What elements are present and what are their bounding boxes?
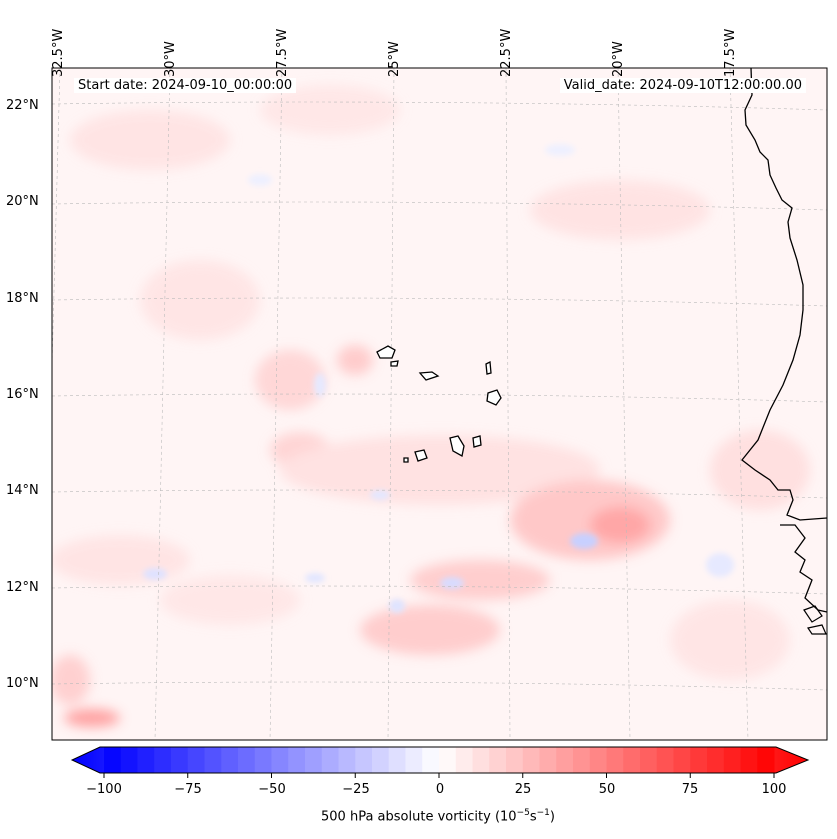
colorbar-band [171,747,189,773]
vorticity-field [52,68,827,740]
colorbar-band [489,747,507,773]
colorbar-band [321,747,339,773]
colorbar-band [271,747,289,773]
lon-label: 30°W [163,41,178,77]
colorbar-band [439,747,457,773]
lat-label: 22°N [6,98,39,113]
colorbar-band [506,747,524,773]
cape-verde-islands [376,345,502,463]
colorbar-band [757,747,775,773]
colorbar-band [589,747,607,773]
colorbar-band [305,747,323,773]
colorbar-band [539,747,557,773]
colorbar-band [556,747,574,773]
africa-coastline [741,68,827,521]
colorbar-band [154,747,172,773]
colorbar-band [723,747,741,773]
colorbar-band [104,747,122,773]
colorbar-band [355,747,373,773]
colorbar-band [455,747,473,773]
colorbar-band [623,747,641,773]
colorbar [70,746,810,778]
valid-date: Valid_date: 2024-09-10T12:00:00.00 [559,78,806,93]
bijagos-islands [803,605,827,635]
map-frame [51,67,828,741]
colorbar-tick: 0 [435,782,445,797]
colorbar-tick: −100 [86,782,122,797]
colorbar-label: 500 hPa absolute vorticity (10−5s−1) [321,808,555,825]
colorbar-band [187,747,205,773]
colorbar-band [656,747,674,773]
lon-label: 32.5°W [51,28,66,77]
colorbar-band [573,747,591,773]
colorbar-band [422,747,440,773]
lat-label: 18°N [6,291,39,306]
colorbar-tick: 100 [761,782,787,797]
colorbar-band [522,747,540,773]
colorbar-band [690,747,708,773]
colorbar-tick: 25 [514,782,532,797]
guinea-coastline [780,524,827,613]
colorbar-band [640,747,658,773]
colorbar-band [288,747,306,773]
gridlines [52,68,827,740]
colorbar-band [606,747,624,773]
colorbar-band [238,747,256,773]
colorbar-band [472,747,490,773]
colorbar-tick: −50 [258,782,286,797]
colorbar-band [707,747,725,773]
colorbar-tick: −25 [342,782,370,797]
colorbar-tick: −75 [174,782,202,797]
lon-label: 20°W [611,41,626,77]
colorbar-band [388,747,406,773]
lon-label: 17.5°W [723,28,738,77]
colorbar-tick: 75 [681,782,699,797]
start-date: Start date: 2024-09-10_00:00:00 [74,78,297,93]
colorbar-tick: 50 [598,782,616,797]
colorbar-band [120,747,138,773]
colorbar-band [221,747,239,773]
colorbar-band [204,747,222,773]
lat-label: 16°N [6,387,39,402]
colorbar-band [405,747,423,773]
lat-label: 10°N [6,676,39,691]
colorbar-band [254,747,272,773]
colorbar-band [740,747,758,773]
colorbar-band [137,747,155,773]
colorbar-band [372,747,390,773]
colorbar-band [338,747,356,773]
lon-label: 27.5°W [275,28,290,77]
colorbar-band [673,747,691,773]
lat-label: 12°N [6,580,39,595]
lat-label: 20°N [6,194,39,209]
lon-label: 22.5°W [499,28,514,77]
lat-label: 14°N [6,483,39,498]
lon-label: 25°W [387,41,402,77]
